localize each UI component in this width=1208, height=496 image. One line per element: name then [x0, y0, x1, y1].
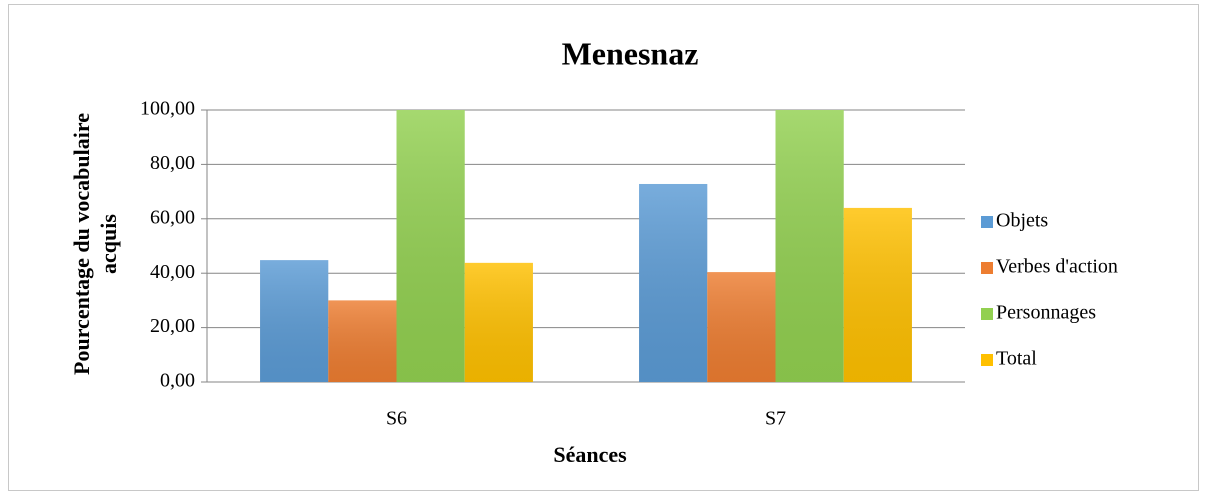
- legend-swatch: [981, 308, 993, 320]
- legend-swatch: [981, 262, 993, 274]
- bar-shade: [843, 207, 912, 382]
- legend-label: Total: [996, 348, 1037, 370]
- chart-title: Menesnaz: [562, 35, 699, 71]
- legend-label: Objets: [996, 210, 1048, 232]
- y-axis-title: Pourcentage du vocabulaire acquis: [69, 113, 121, 375]
- bar-shade: [396, 110, 465, 382]
- y-tick-label: 80,00: [150, 152, 195, 174]
- y-tick-label: 0,00: [160, 370, 195, 392]
- bar-shade: [328, 300, 397, 382]
- bar-shade: [260, 260, 329, 382]
- chart-border: [8, 4, 1199, 491]
- y-tick-label: 100,00: [140, 98, 195, 120]
- y-tick-label: 20,00: [150, 315, 195, 337]
- x-axis-title: Séances: [553, 442, 627, 467]
- y-tick-label: 60,00: [150, 206, 195, 228]
- legend-label: Personnages: [996, 302, 1096, 324]
- legend-swatch: [981, 354, 993, 366]
- bar-shade: [707, 272, 776, 382]
- legend-swatch: [981, 216, 993, 228]
- bar-shade: [775, 110, 844, 382]
- x-tick-label: S7: [765, 408, 786, 430]
- legend-label: Verbes d'action: [996, 256, 1118, 278]
- y-tick-label: 40,00: [150, 261, 195, 283]
- bar-shade: [639, 183, 708, 382]
- bar-shade: [464, 262, 533, 382]
- x-tick-label: S6: [386, 408, 407, 430]
